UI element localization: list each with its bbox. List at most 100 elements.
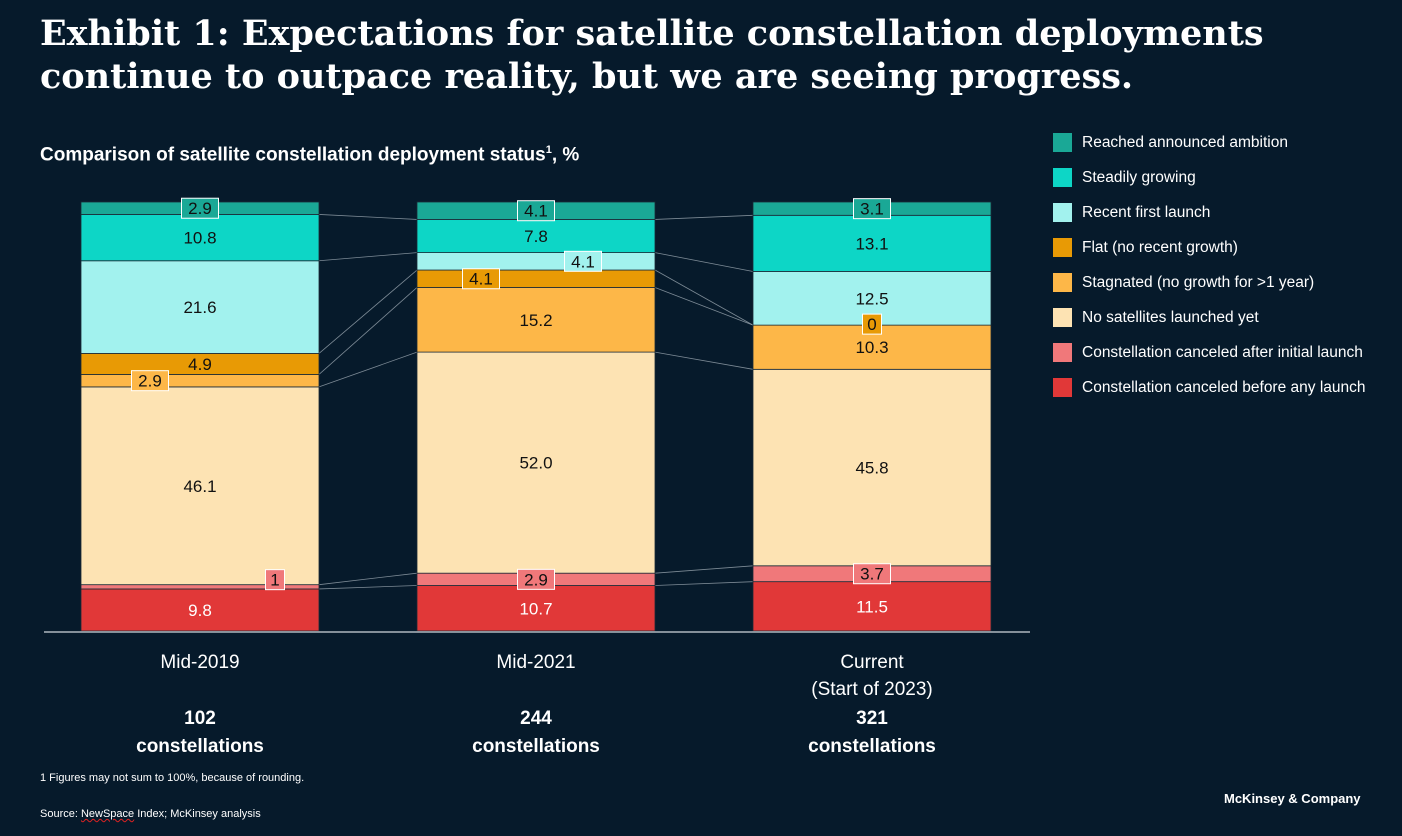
legend-item: Flat (no recent growth) (1053, 230, 1398, 265)
value-label: 10.8 (183, 229, 216, 248)
value-label-box (131, 370, 169, 392)
value-label: 2.9 (138, 372, 162, 391)
connector-line (318, 351, 418, 388)
source-note: Source: NewSpace Index; McKinsey analysi… (40, 808, 261, 820)
bar-value-labels: 9.8 1 46.1 2.9 4.9 21.6 10.8 2.9 10.7 2.9 52.0 15.2… (131, 197, 891, 620)
value-label: 4.1 (571, 252, 595, 271)
constellation-count-unit: constellations (808, 736, 936, 757)
legend-swatch (1053, 168, 1072, 187)
value-label-box (181, 197, 219, 219)
legend-swatch (1053, 203, 1072, 222)
legend-item: Constellation canceled after initial lau… (1053, 335, 1398, 370)
constellation-count: 321 (856, 708, 888, 729)
value-label: 12.5 (855, 289, 888, 308)
legend-swatch (1053, 133, 1072, 152)
legend-item: No satellites launched yet (1053, 300, 1398, 335)
legend-label: No satellites launched yet (1082, 308, 1259, 326)
legend-swatch (1053, 343, 1072, 362)
category-label: Mid-2019 (160, 652, 239, 673)
legend-label: Reached announced ambition (1082, 133, 1288, 151)
value-label: 52.0 (519, 454, 552, 473)
category-label: (Start of 2023) (811, 679, 932, 700)
legend-item: Recent first launch (1053, 195, 1398, 230)
value-label-box (853, 198, 891, 220)
bar-segment (416, 252, 656, 271)
connector-line (318, 585, 418, 590)
value-label: 3.1 (860, 200, 884, 219)
value-label-box (517, 568, 555, 590)
value-label-box (862, 313, 882, 335)
constellation-count: 244 (520, 708, 552, 729)
bar-segment (416, 269, 656, 288)
value-label: 13.1 (855, 234, 888, 253)
value-label: 11.5 (856, 597, 888, 616)
value-label-box (517, 200, 555, 222)
legend-label: Steadily growing (1082, 168, 1196, 186)
legend-swatch (1053, 308, 1072, 327)
bars-group (80, 201, 992, 632)
value-label: 46.1 (183, 477, 216, 496)
connector-line (318, 252, 418, 262)
bar-segment (416, 287, 656, 353)
connector-line (654, 287, 754, 326)
brand-name: McKinsey & Company (1224, 791, 1361, 806)
bar-segment (416, 585, 656, 632)
bar-segment (752, 368, 992, 567)
legend-swatch (1053, 273, 1072, 292)
value-label: 4.1 (469, 270, 493, 289)
bar-segment (416, 351, 656, 574)
legend-label: Constellation canceled after initial lau… (1082, 343, 1363, 361)
value-label-box (853, 563, 891, 585)
connector-line (318, 572, 418, 586)
bar-segment (752, 214, 992, 272)
value-label: 4.1 (524, 202, 548, 221)
value-label: 45.8 (855, 459, 888, 478)
constellation-count-unit: constellations (136, 736, 264, 757)
legend-label: Flat (no recent growth) (1082, 238, 1238, 256)
value-label: 9.8 (188, 601, 212, 620)
legend-item: Reached announced ambition (1053, 125, 1398, 160)
source-prefix: Source: (40, 808, 81, 820)
legend-label: Constellation canceled before any launch (1082, 378, 1366, 396)
connector-line (318, 269, 418, 354)
constellation-count: 102 (184, 708, 216, 729)
constellation-count-unit: constellations (472, 736, 600, 757)
bar-segment (752, 581, 992, 632)
connector-line (654, 581, 754, 586)
value-label: 2.9 (524, 570, 548, 589)
chart-subtitle-unit: , % (551, 144, 580, 166)
chart-subtitle-text: Comparison of satellite constellation de… (40, 144, 546, 166)
connector-line (654, 214, 754, 220)
legend-swatch (1053, 378, 1072, 397)
bar-segment (80, 214, 320, 262)
legend-item: Stagnated (no growth for >1 year) (1053, 265, 1398, 300)
connector-line (654, 269, 754, 326)
footnote: 1 Figures may not sum to 100%, because o… (40, 772, 305, 784)
category-labels: Mid-2019 102 constellations Mid-2021 244 cons… (136, 652, 936, 757)
legend-label: Recent first launch (1082, 203, 1211, 221)
value-label: 10.7 (519, 599, 552, 618)
value-label-box (564, 250, 602, 272)
connector-line (318, 287, 418, 375)
value-label-box (462, 268, 500, 290)
connector-line (654, 565, 754, 574)
category-label: Current (840, 652, 904, 673)
legend-item: Steadily growing (1053, 160, 1398, 195)
value-label: 0 (867, 315, 876, 334)
connector-lines (318, 214, 754, 590)
bar-segment (80, 386, 320, 586)
source-name: NewSpace (80, 808, 135, 820)
value-label: 2.9 (188, 199, 212, 218)
connector-line (318, 214, 418, 220)
legend-swatch (1053, 238, 1072, 257)
value-label-box (265, 569, 285, 591)
value-label: 10.3 (855, 338, 888, 357)
bar-segment (416, 219, 656, 253)
connector-line (654, 351, 754, 370)
bar-segment (80, 374, 320, 388)
bar-segment (80, 588, 320, 632)
value-label: 7.8 (524, 227, 548, 246)
value-label: 1 (270, 571, 279, 590)
bar-segment (80, 260, 320, 354)
chart-subtitle: Comparison of satellite constellation de… (40, 144, 579, 166)
